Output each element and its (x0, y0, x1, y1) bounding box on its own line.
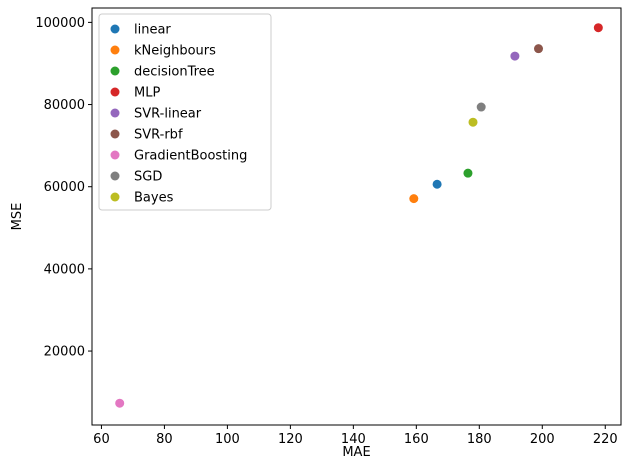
legend-marker (110, 87, 120, 97)
x-tick-label: 220 (593, 432, 618, 447)
legend-marker (110, 150, 120, 160)
data-point-linear (432, 179, 442, 189)
legend-label: decisionTree (134, 65, 215, 80)
legend-label: GradientBoosting (134, 149, 247, 164)
legend-label: MLP (134, 86, 160, 101)
legend-marker (110, 108, 120, 118)
data-point-bayes (468, 117, 478, 127)
y-tick-label: 80000 (44, 98, 85, 113)
legend-label: SVR-rbf (134, 128, 183, 143)
data-point-svr-rbf (534, 44, 544, 54)
x-tick-label: 180 (467, 432, 492, 447)
legend-label: Bayes (134, 191, 174, 206)
data-point-decisiontree (463, 168, 473, 178)
x-tick-label: 100 (215, 432, 240, 447)
x-tick-label: 120 (278, 432, 303, 447)
legend-marker (110, 171, 120, 181)
x-axis-title: MAE (342, 445, 370, 460)
data-point-sgd (476, 102, 486, 112)
x-tick-label: 200 (530, 432, 555, 447)
plot-area (115, 23, 603, 408)
legend-label: SGD (134, 170, 162, 185)
legend-marker (110, 24, 120, 34)
legend-marker (110, 129, 120, 139)
axes: 60 80 100 120 140 160 180 200 220 20000 40000 60000… (35, 7, 622, 447)
x-tick-label: 140 (341, 432, 366, 447)
data-point-svr-linear (510, 51, 520, 61)
data-point-gradientboosting (115, 398, 125, 408)
x-tick-label: 160 (404, 432, 429, 447)
y-tick-label: 60000 (44, 180, 85, 195)
y-tick-label: 20000 (44, 345, 85, 360)
plot-frame (91, 7, 622, 426)
legend-box (98, 13, 272, 211)
x-tick-label: 80 (156, 432, 173, 447)
x-tick-label: 60 (93, 432, 110, 447)
legend-label: linear (134, 23, 171, 38)
legend-label: kNeighbours (134, 44, 216, 59)
legend-marker (110, 192, 120, 202)
data-point-kneighbours (409, 194, 419, 204)
legend-marker (110, 45, 120, 55)
y-tick-label: 100000 (35, 16, 85, 31)
legend: linear kNeighbours decisionTree MLP SVR-line… (98, 13, 272, 211)
legend-marker (110, 66, 120, 76)
y-axis-title: MSE (10, 203, 25, 231)
legend-label: SVR-linear (134, 107, 202, 122)
data-point-mlp (593, 23, 603, 33)
y-tick-label: 40000 (44, 262, 85, 277)
